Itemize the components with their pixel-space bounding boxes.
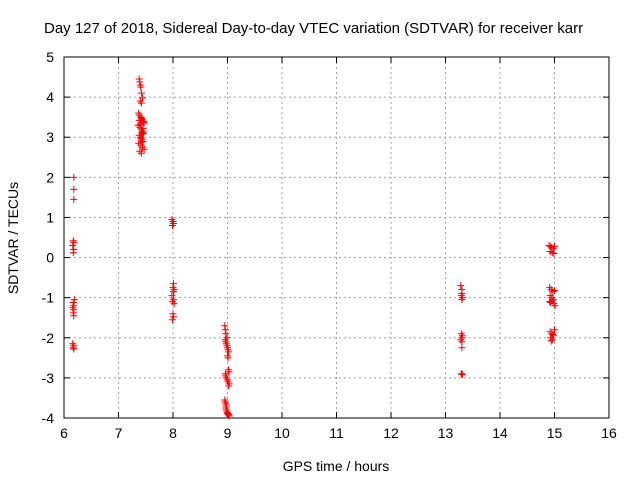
data-point	[458, 344, 466, 352]
y-tick-label: 0	[46, 250, 54, 266]
data-point	[69, 249, 77, 257]
x-tick-label: 10	[274, 425, 290, 441]
x-tick-label: 14	[492, 425, 508, 441]
data-point	[548, 336, 556, 344]
data-point	[136, 78, 144, 86]
data-point	[137, 99, 145, 107]
data-point	[550, 250, 558, 258]
y-tick-label: 4	[46, 89, 54, 105]
y-tick-label: -4	[42, 410, 55, 426]
data-point	[458, 296, 466, 304]
data-point	[551, 242, 558, 250]
data-point	[70, 173, 78, 181]
data-point	[69, 237, 77, 245]
data-point	[170, 300, 178, 308]
data-point	[551, 326, 558, 334]
data-point	[139, 124, 147, 132]
data-point	[168, 292, 176, 300]
y-tick-label: -1	[42, 290, 55, 306]
data-point	[547, 298, 555, 306]
x-tick-label: 13	[438, 425, 454, 441]
data-point	[137, 134, 145, 142]
data-point	[69, 242, 77, 250]
data-point	[137, 83, 145, 91]
data-point	[549, 288, 557, 296]
y-tick-label: 5	[46, 49, 54, 65]
data-point	[140, 119, 148, 127]
data-point	[168, 316, 176, 324]
data-point	[170, 280, 178, 288]
data-point	[137, 149, 145, 157]
data-point	[140, 145, 148, 153]
data-point	[138, 128, 146, 136]
data-point	[549, 331, 557, 339]
data-point	[222, 330, 230, 338]
y-tick-label: 2	[46, 169, 54, 185]
data-point	[225, 411, 233, 419]
data-point	[225, 348, 233, 356]
x-tick-label: 7	[115, 425, 123, 441]
data-point	[548, 249, 556, 257]
x-tick-label: 6	[60, 425, 68, 441]
y-tick-label: -2	[42, 330, 55, 346]
x-tick-label: 16	[601, 425, 617, 441]
data-point	[70, 345, 78, 353]
data-point	[225, 412, 233, 420]
y-tick-label: 1	[46, 209, 54, 225]
x-tick-label: 11	[329, 425, 344, 441]
y-tick-labels: -4 -3 -2 -1 0 1 2 3 4 5	[42, 49, 55, 426]
data-point	[70, 195, 78, 203]
data-point	[137, 114, 145, 122]
x-tick-label: 12	[383, 425, 399, 441]
axis-ticks	[63, 56, 610, 419]
data-points	[69, 75, 559, 420]
data-point	[140, 129, 148, 137]
data-point	[138, 130, 146, 138]
y-axis-label: SDTVAR / TECUs	[5, 182, 21, 294]
grid	[64, 57, 609, 418]
data-point	[457, 282, 465, 290]
x-tick-label: 9	[224, 425, 232, 441]
data-point	[69, 344, 77, 352]
data-point	[169, 310, 177, 318]
chart-title: Day 127 of 2018, Sidereal Day-to-day VTE…	[44, 20, 583, 37]
data-point	[168, 221, 176, 229]
data-point	[221, 326, 229, 334]
y-tick-label: -3	[42, 370, 55, 386]
data-point	[136, 120, 144, 128]
x-tick-label: 8	[169, 425, 177, 441]
data-point	[70, 246, 78, 254]
data-point	[70, 312, 78, 320]
data-point	[221, 322, 229, 330]
data-point	[170, 288, 178, 296]
data-point	[70, 238, 78, 246]
x-axis-label: GPS time / hours	[283, 458, 390, 474]
data-point	[547, 337, 555, 345]
data-point	[138, 138, 146, 146]
data-point	[224, 354, 232, 362]
data-point	[551, 302, 559, 310]
x-tick-label: 15	[547, 425, 563, 441]
data-point	[225, 382, 233, 390]
data-point	[458, 371, 466, 379]
data-point	[458, 338, 466, 346]
data-point	[225, 368, 233, 376]
y-tick-label: 3	[46, 129, 54, 145]
data-point	[70, 306, 78, 314]
data-point	[70, 185, 78, 193]
x-tick-labels: 6 7 8 9 10 11 12 13 14 15 16	[60, 425, 617, 441]
data-point	[223, 334, 231, 342]
data-point	[137, 89, 145, 97]
data-point	[551, 286, 558, 294]
data-point	[458, 370, 466, 378]
data-point	[69, 298, 77, 306]
